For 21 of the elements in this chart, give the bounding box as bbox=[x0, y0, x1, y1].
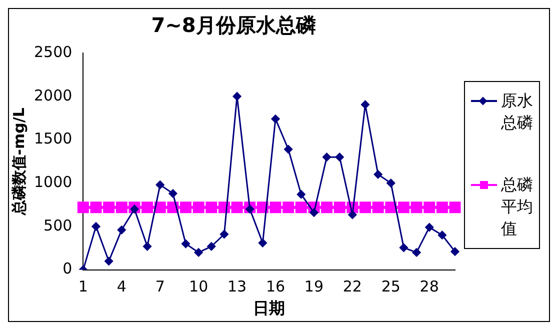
x-tick-label: 4 bbox=[116, 278, 126, 296]
x-tick-label: 16 bbox=[266, 278, 286, 296]
y-tick-label: 2000 bbox=[34, 86, 72, 104]
x-tick-label: 22 bbox=[342, 278, 362, 296]
legend-label: 原水总磷 bbox=[501, 90, 533, 134]
y-tick-label: 500 bbox=[44, 216, 72, 234]
x-axis-title: 日期 bbox=[253, 298, 286, 318]
x-tick-label: 7 bbox=[155, 278, 165, 296]
y-tick-label: 2500 bbox=[34, 42, 72, 61]
legend-label: 总磷平均值 bbox=[501, 174, 533, 240]
x-tick-label: 28 bbox=[420, 278, 439, 296]
x-tick-label: 10 bbox=[189, 278, 208, 296]
chart-title: 7~8月份原水总磷 bbox=[151, 13, 317, 38]
x-tick-label: 1 bbox=[78, 278, 88, 296]
y-tick-label: 0 bbox=[62, 260, 72, 278]
y-tick-label: 1000 bbox=[34, 172, 72, 191]
y-tick-label: 1500 bbox=[34, 130, 72, 148]
x-tick-label: 19 bbox=[304, 278, 324, 296]
x-tick-label: 25 bbox=[381, 278, 400, 296]
y-axis-title: 总磷数值-mg/L bbox=[10, 107, 28, 216]
x-tick-label: 13 bbox=[227, 278, 247, 296]
